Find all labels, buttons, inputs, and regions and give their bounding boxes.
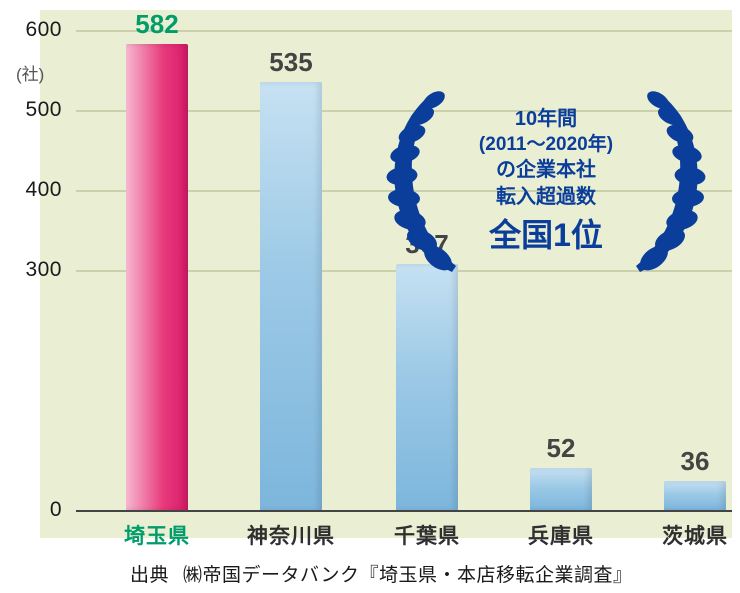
source-text: ㈱帝国データバンク『埼玉県・本店移転企業調査』 (183, 565, 632, 586)
source-label: 出典 (130, 565, 169, 586)
bar-ibaraki: 36 茨城県 (664, 481, 726, 510)
badge-line2: (2011～2020年) (479, 132, 613, 157)
y-unit-label: (社) (16, 60, 44, 85)
bar-value-kanagawa: 535 (269, 47, 312, 78)
ytick-400: 400 (10, 178, 62, 202)
laurel-right-icon (620, 86, 710, 276)
xtick-chiba: 千葉県 (394, 520, 460, 550)
bar-value-hyogo: 52 (547, 433, 576, 464)
bar-saitama: 582 埼玉県 (126, 44, 188, 510)
ytick-500: 500 (10, 98, 62, 122)
bar-chiba: 307 千葉県 (396, 264, 458, 510)
laurel-left-icon (382, 86, 472, 276)
rank-badge: 10年間 (2011～2020年) の企業本社 転入超過数 全国1位 (386, 86, 706, 276)
badge-line5: 全国1位 (479, 214, 613, 256)
bar-kanagawa: 535 神奈川県 (260, 82, 322, 510)
bar-hyogo: 52 兵庫県 (530, 468, 592, 510)
ytick-600: 600 (10, 18, 62, 42)
source-line: 出典㈱帝国データバンク『埼玉県・本店移転企業調査』 (130, 560, 632, 587)
baseline (76, 510, 732, 512)
xtick-ibaraki: 茨城県 (662, 520, 728, 550)
bar-value-saitama: 582 (135, 9, 178, 40)
ytick-0: 0 (10, 498, 62, 522)
xtick-kanagawa: 神奈川県 (247, 520, 335, 550)
xtick-saitama: 埼玉県 (124, 520, 190, 550)
badge-line4: 転入超過数 (479, 184, 613, 210)
xtick-hyogo: 兵庫県 (528, 520, 594, 550)
bar-value-ibaraki: 36 (681, 446, 710, 477)
ytick-300: 300 (10, 258, 62, 282)
badge-line1: 10年間 (479, 106, 613, 132)
badge-line3: の企業本社 (479, 157, 613, 183)
badge-text: 10年間 (2011～2020年) の企業本社 転入超過数 全国1位 (479, 106, 613, 256)
